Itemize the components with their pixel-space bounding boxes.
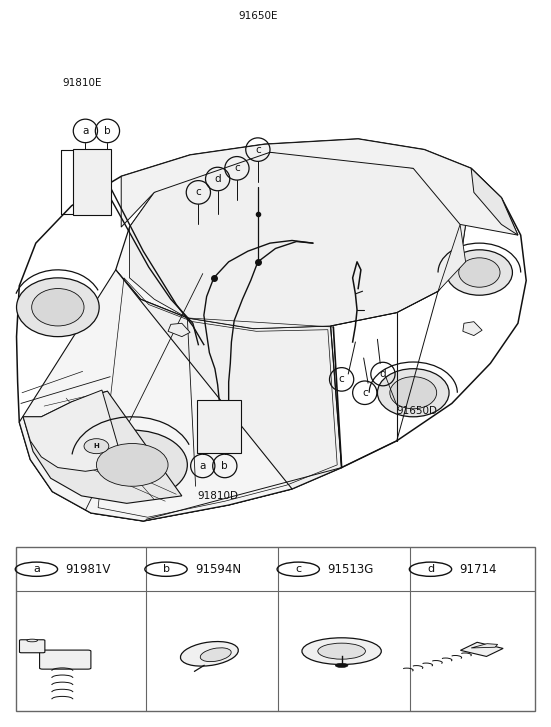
Polygon shape	[19, 270, 292, 521]
Text: d: d	[380, 369, 386, 379]
Text: c: c	[295, 564, 301, 574]
Ellipse shape	[458, 258, 500, 287]
Text: c: c	[234, 164, 240, 173]
Ellipse shape	[17, 278, 99, 337]
Polygon shape	[438, 225, 466, 292]
Ellipse shape	[180, 641, 239, 666]
Text: 91594N: 91594N	[195, 563, 241, 576]
Text: 91513G: 91513G	[327, 563, 374, 576]
Text: 91650D: 91650D	[397, 406, 437, 417]
Text: 91714: 91714	[460, 563, 497, 576]
Text: a: a	[199, 461, 206, 471]
Text: b: b	[163, 564, 170, 574]
FancyBboxPatch shape	[19, 640, 45, 653]
Ellipse shape	[31, 289, 84, 326]
Circle shape	[335, 663, 348, 667]
Text: b: b	[222, 461, 228, 471]
Polygon shape	[121, 139, 518, 235]
Ellipse shape	[27, 639, 37, 642]
Ellipse shape	[200, 648, 231, 662]
Text: c: c	[255, 145, 261, 155]
Polygon shape	[116, 152, 466, 329]
Text: 91810D: 91810D	[197, 491, 238, 500]
Text: H: H	[94, 443, 99, 449]
Polygon shape	[129, 152, 466, 329]
Text: a: a	[82, 126, 89, 136]
Text: d: d	[214, 174, 221, 184]
FancyBboxPatch shape	[197, 400, 241, 453]
Ellipse shape	[77, 430, 187, 499]
Text: a: a	[33, 564, 40, 574]
Polygon shape	[463, 321, 482, 336]
Ellipse shape	[96, 443, 168, 486]
Text: 91650E: 91650E	[238, 11, 278, 20]
Text: c: c	[362, 387, 368, 398]
Polygon shape	[23, 390, 121, 471]
Polygon shape	[91, 270, 342, 521]
Ellipse shape	[446, 250, 512, 295]
Ellipse shape	[377, 369, 449, 417]
Circle shape	[318, 643, 365, 659]
Ellipse shape	[84, 438, 109, 454]
Circle shape	[302, 638, 381, 664]
Text: b: b	[104, 126, 111, 136]
Text: 91981V: 91981V	[66, 563, 111, 576]
Text: 91810E: 91810E	[62, 78, 102, 88]
Polygon shape	[23, 391, 182, 503]
Text: c: c	[339, 374, 344, 385]
Text: d: d	[427, 564, 434, 574]
Text: c: c	[196, 188, 201, 197]
Polygon shape	[168, 324, 190, 337]
Polygon shape	[461, 642, 503, 656]
FancyBboxPatch shape	[40, 650, 91, 669]
Ellipse shape	[390, 377, 436, 409]
Polygon shape	[471, 169, 518, 235]
FancyBboxPatch shape	[73, 148, 111, 214]
Polygon shape	[471, 643, 498, 648]
